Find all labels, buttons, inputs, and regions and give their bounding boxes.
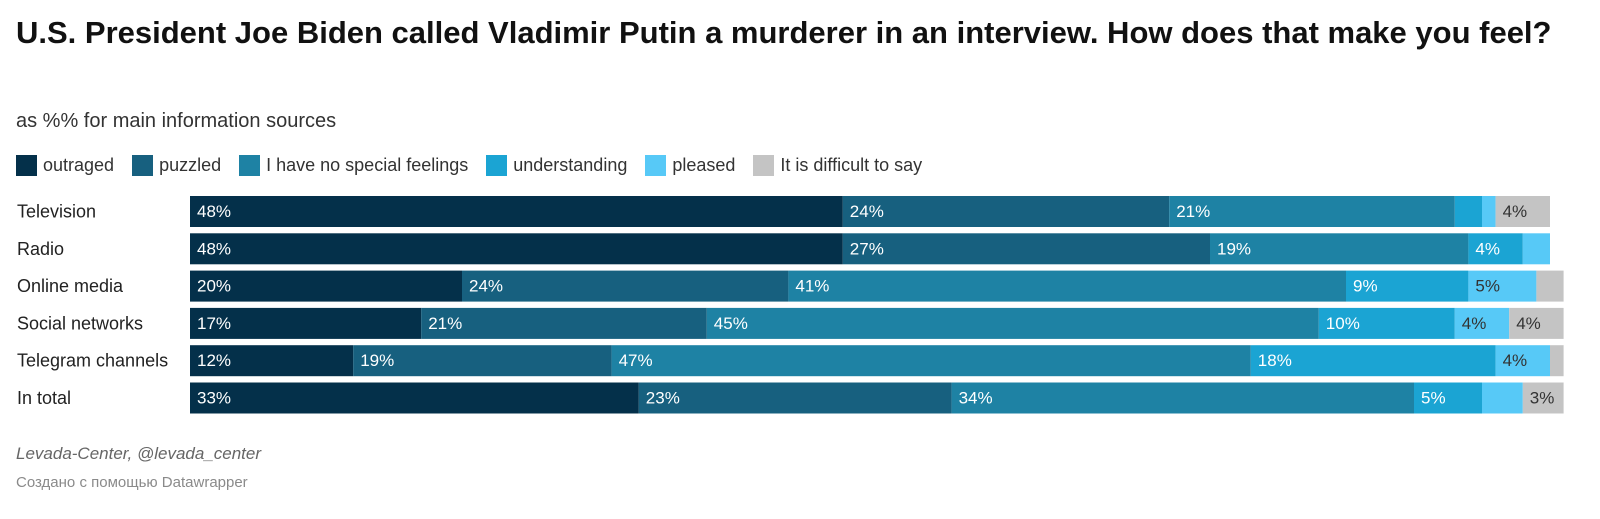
category-label: Television — [17, 202, 96, 222]
data-label: 27% — [850, 239, 884, 258]
data-label: 45% — [714, 314, 748, 333]
data-label: 3% — [1530, 389, 1555, 408]
data-label: 5% — [1475, 277, 1500, 296]
bar-segment — [842, 233, 1210, 265]
data-label: 41% — [795, 277, 829, 296]
data-label: 17% — [197, 314, 231, 333]
bar-segment — [353, 345, 612, 377]
bar-segment — [951, 382, 1414, 414]
data-label: 5% — [1421, 389, 1446, 408]
bar-segment — [1482, 196, 1496, 227]
bar-segment — [1468, 270, 1537, 302]
legend-label: pleased — [672, 154, 736, 175]
data-label: 20% — [197, 277, 231, 296]
legend-label: understanding — [513, 154, 628, 175]
data-label: 21% — [428, 314, 462, 333]
data-label: 21% — [1176, 202, 1210, 221]
bar-segment — [190, 233, 843, 265]
legend-swatch — [16, 154, 37, 176]
category-label: Telegram channels — [17, 351, 168, 371]
data-label: 4% — [1503, 351, 1528, 370]
legend-item: I have no special feelings — [239, 154, 469, 176]
data-label: 47% — [619, 351, 653, 370]
legend-label: I have no special feelings — [266, 154, 469, 175]
bar-segment — [190, 196, 843, 227]
data-label: 12% — [197, 351, 231, 370]
data-label: 24% — [850, 202, 884, 221]
category-label: In total — [17, 388, 71, 408]
bar-segment — [190, 345, 354, 377]
legend-swatch — [239, 154, 261, 176]
bar-segment — [1454, 307, 1510, 339]
data-label: 9% — [1353, 277, 1378, 296]
legend-item: pleased — [645, 154, 736, 176]
data-label: 10% — [1326, 314, 1360, 333]
bar-segment — [842, 196, 1170, 227]
stacked-bar-chart: Television 48% 24% 21% 4% Radio 48% 27% 19% 4% Onl… — [17, 196, 1564, 414]
legend-swatch — [753, 154, 775, 176]
legend-swatch — [645, 154, 667, 176]
data-label: 18% — [1258, 351, 1292, 370]
data-label: 34% — [959, 389, 993, 408]
bar-segment — [611, 345, 1251, 377]
legend-item: outraged — [16, 154, 115, 176]
bar-segment — [1522, 382, 1564, 414]
data-label: 4% — [1516, 314, 1541, 333]
data-label: 19% — [360, 351, 394, 370]
legend-item: understanding — [486, 154, 628, 176]
bar-segment — [1509, 307, 1564, 339]
chart-subtitle: as %% for main information sources — [16, 110, 337, 132]
bar-segment — [462, 270, 789, 302]
bar-segment — [1536, 270, 1564, 302]
bar-segment — [1495, 196, 1550, 227]
bar-segment — [190, 307, 422, 339]
data-label: 23% — [646, 389, 680, 408]
legend-label: puzzled — [159, 154, 222, 175]
bar-segment — [190, 270, 462, 302]
legend-item: puzzled — [132, 154, 222, 176]
chart-title: U.S. President Joe Biden called Vladimir… — [16, 15, 1552, 50]
bar-segment — [1550, 345, 1564, 377]
bar-segment — [1346, 270, 1469, 302]
data-label: 33% — [197, 389, 231, 408]
data-label: 4% — [1475, 239, 1500, 258]
data-label: 48% — [197, 202, 231, 221]
chart-legend: outraged puzzled I have no special feeling… — [16, 152, 940, 178]
category-label: Online media — [17, 276, 124, 296]
bar-segment — [1318, 307, 1455, 339]
bar-segment — [1250, 345, 1496, 377]
data-label: 19% — [1217, 239, 1251, 258]
legend-swatch — [486, 154, 508, 176]
bar-segment — [788, 270, 1346, 302]
credit-note: Создано с помощью Datawrapper — [16, 474, 248, 491]
bar-segment — [1414, 382, 1482, 414]
legend-item: It is difficult to say — [753, 154, 923, 176]
bar-segment — [1468, 233, 1523, 265]
source-note: Levada-Center, @levada_center — [16, 444, 262, 463]
bar-segment — [1522, 233, 1550, 265]
bar-segment — [638, 382, 952, 414]
legend-swatch — [132, 154, 154, 176]
bar-segment — [1482, 382, 1523, 414]
bar-segment — [1454, 196, 1482, 227]
legend-label: outraged — [43, 154, 115, 175]
bar-segment — [1495, 345, 1550, 377]
bar-segment — [1169, 196, 1455, 227]
data-label: 24% — [469, 277, 503, 296]
data-label: 4% — [1462, 314, 1487, 333]
data-label: 48% — [197, 239, 231, 258]
bar-segment — [706, 307, 1319, 339]
data-label: 4% — [1503, 202, 1528, 221]
category-label: Radio — [17, 239, 64, 259]
legend-label: It is difficult to say — [780, 154, 923, 175]
bar-segment — [421, 307, 707, 339]
bar-segment — [1210, 233, 1469, 265]
category-label: Social networks — [17, 313, 143, 333]
bar-segment — [190, 382, 639, 414]
